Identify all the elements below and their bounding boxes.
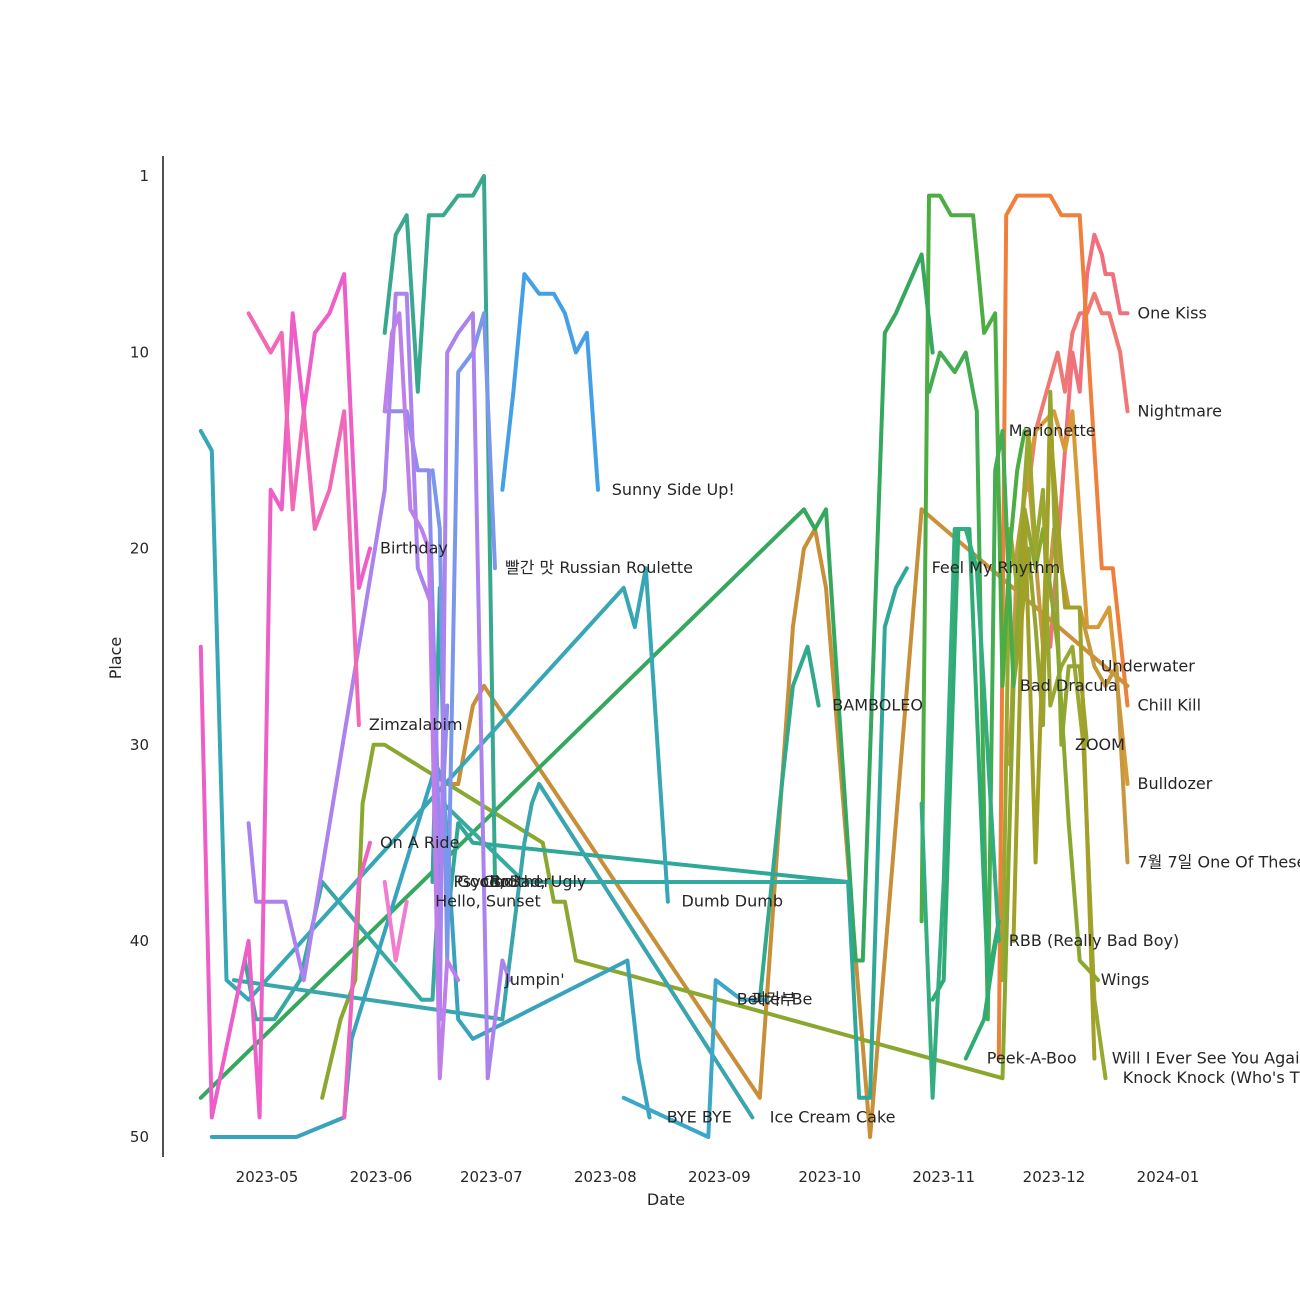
series-line-will-i-ever-see-you-again	[1011, 429, 1097, 1061]
series-line-better-be	[441, 507, 924, 1139]
series-line-rbb-really-bad-boy	[919, 527, 1001, 1100]
series-end-label: Hello, Sunset	[435, 892, 541, 911]
series-end-label: BAMBOLEO	[832, 696, 923, 715]
series-line-brother	[246, 311, 361, 728]
series-end-label: Bulldozer	[1138, 774, 1213, 793]
axis-layer: Date Place	[106, 156, 685, 1209]
series-end-label: ZOOM	[1075, 735, 1125, 754]
series-end-label: Peek-A-Boo	[987, 1049, 1077, 1068]
series-line-zimzalabim	[382, 880, 409, 963]
series-end-label: Marionette	[1009, 421, 1096, 440]
tick-layer: 2023-05 2023-06 2023-07 2023-08 2023-09 2023-…	[130, 167, 1199, 1186]
series-line-one-kiss	[1048, 232, 1130, 649]
series-end-label: Will I Ever See You Again	[1112, 1049, 1300, 1068]
y-tick-label: 40	[130, 932, 149, 950]
series-end-label: 피카부	[751, 990, 795, 1009]
series-line-feel-my-rhythm	[198, 252, 935, 1100]
series-line-marionette	[919, 193, 1027, 924]
series-line-jumpin	[246, 291, 512, 1081]
series-layer	[198, 174, 1130, 1139]
y-tick-label: 30	[130, 736, 149, 754]
series-line-bye-bye	[209, 762, 652, 1139]
series-end-label: Feel My Rhythm	[932, 558, 1061, 577]
series-line-chill-kill	[996, 193, 1130, 1061]
series-end-label: Nightmare	[1138, 401, 1222, 420]
x-tick-label: 2024-01	[1137, 1168, 1200, 1186]
series-line-peek-a-boo	[930, 527, 1001, 1061]
series-line-on-a-ride	[198, 272, 372, 1120]
x-tick-label: 2023-08	[574, 1168, 637, 1186]
series-end-label: One Kiss	[1138, 303, 1207, 322]
series-end-label: Brother	[490, 872, 550, 891]
x-tick-label: 2023-11	[912, 1168, 975, 1186]
x-axis-title: Date	[647, 1190, 685, 1209]
series-end-label: 빨간 맛 Russian Roulette	[505, 558, 693, 577]
series-end-label: Jumpin'	[504, 970, 565, 989]
series-end-label: BYE BYE	[667, 1107, 732, 1126]
label-layer: One Kiss Nightmare Marionette Sunny Side Up…	[369, 303, 1300, 1126]
x-tick-label: 2023-07	[460, 1168, 523, 1186]
series-end-label: RBB (Really Bad Boy)	[1009, 931, 1179, 950]
series-line-hello-sunset	[430, 311, 497, 963]
x-tick-label: 2023-06	[350, 1168, 413, 1186]
series-line-series-23	[621, 978, 770, 1139]
y-axis-title: Place	[106, 637, 125, 680]
x-tick-label: 2023-09	[688, 1168, 751, 1186]
series-line-psycho	[382, 174, 497, 884]
series-end-label: Psycho	[454, 872, 510, 891]
series-line-nightmare	[1026, 291, 1130, 492]
series-end-label: Good, Bad, Ugly	[457, 872, 586, 891]
x-tick-label: 2023-10	[798, 1168, 861, 1186]
series-end-label: Zimzalabim	[369, 715, 463, 734]
series-line-wings	[320, 507, 1101, 1100]
series-end-label: 7월 7일 One Of These Nights	[1138, 852, 1300, 871]
y-tick-label: 20	[130, 540, 149, 558]
series-line-sunny-side-up	[500, 272, 600, 492]
x-tick-label: 2023-12	[1023, 1168, 1086, 1186]
series-line-bad-dracula	[927, 350, 1016, 1022]
series-end-label: Bad Dracula	[1020, 676, 1118, 695]
y-tick-label: 1	[139, 167, 149, 185]
series-end-label: Wings	[1101, 970, 1150, 989]
series-end-label: Knock Knock (Who's There?)	[1123, 1068, 1300, 1087]
series-end-label: Cool	[483, 872, 518, 891]
x-tick-label: 2023-05	[236, 1168, 299, 1186]
series-line-bamboleo	[757, 644, 821, 1002]
series-end-label: On A Ride	[380, 833, 459, 852]
series-end-label: Dumb Dumb	[682, 892, 784, 911]
series-line-lovesick-girls	[342, 840, 372, 1120]
series-end-label: Chill Kill	[1138, 696, 1202, 715]
series-end-label: Ice Cream Cake	[770, 1107, 896, 1126]
series-end-label: Sunny Side Up!	[612, 480, 735, 499]
y-tick-label: 10	[130, 344, 149, 362]
series-line-birthday	[382, 311, 461, 1081]
y-tick-label: 50	[130, 1128, 149, 1146]
series-end-label: Better Be	[737, 990, 813, 1009]
series-end-label: Birthday	[380, 539, 448, 558]
series-end-label: Underwater	[1101, 656, 1195, 675]
